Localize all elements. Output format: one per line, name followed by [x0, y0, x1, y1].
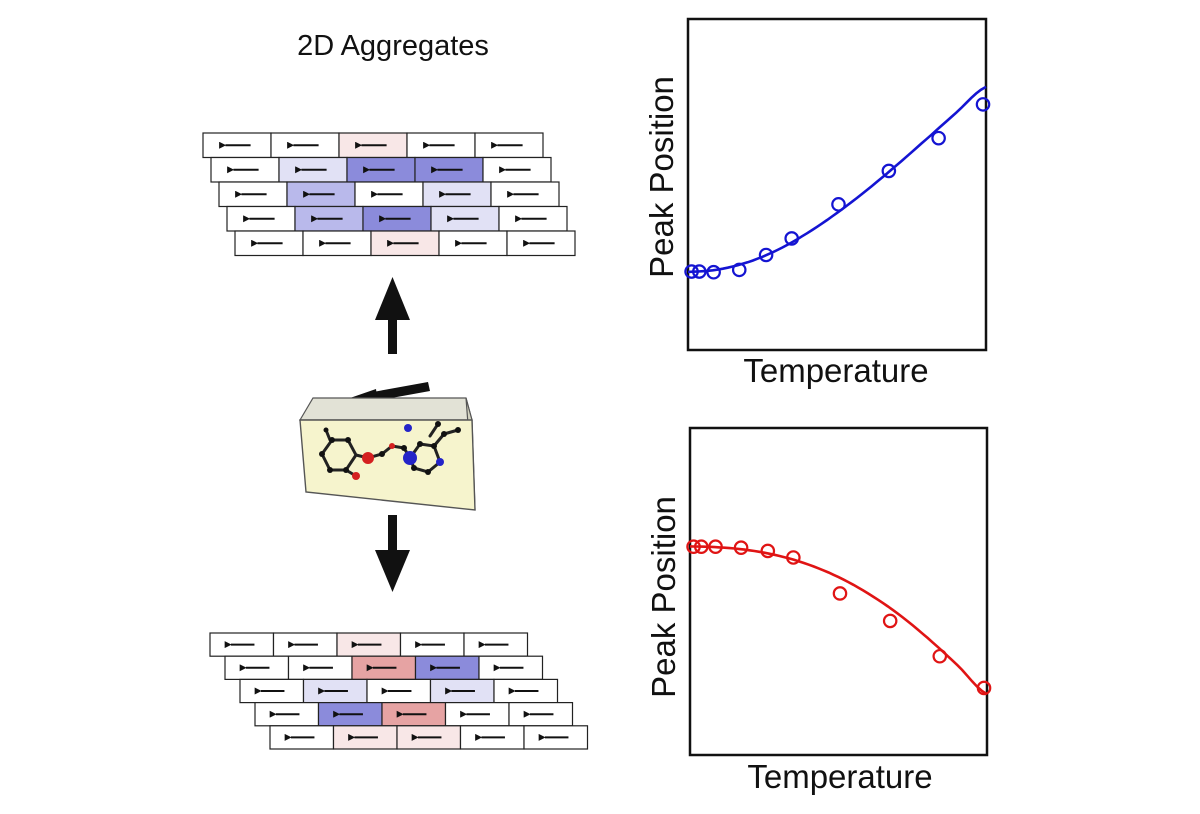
- aggregate-top-cell: [482, 156, 552, 183]
- aggregate-bottom-cell: [414, 655, 480, 681]
- aggregate-bottom-cell: [332, 725, 398, 750]
- aggregate-top-cell: [354, 181, 424, 208]
- aggregate-bottom-cell: [269, 725, 335, 750]
- aggregate-bottom-cell: [239, 678, 305, 704]
- aggregate-top-cell: [218, 181, 288, 208]
- plot-top-xlabel: Temperature: [743, 352, 928, 389]
- aggregate-bottom-cell: [493, 678, 559, 704]
- plot-bottom-fit-line: [689, 545, 988, 696]
- aggregate-bottom-cell: [272, 632, 338, 657]
- plot-top-data-point: [784, 231, 800, 246]
- aggregate-top-cell: [202, 132, 272, 159]
- aggregate-bottom-cell: [317, 701, 383, 727]
- plot-top-data-point: [975, 97, 991, 112]
- aggregate-bottom-cell: [351, 655, 417, 681]
- molecule-atoms: [319, 421, 461, 480]
- aggregate-bottom-cell: [399, 632, 465, 657]
- aggregate-bottom-cell: [396, 725, 462, 750]
- aggregate-bottom-cell: [209, 632, 275, 657]
- plot-bottom-data-point: [708, 539, 723, 555]
- aggregate-top-grid: [202, 132, 576, 257]
- plot-top-data-point: [931, 130, 946, 146]
- plot-bottom-data-point: [976, 680, 992, 696]
- aggregate-top-cell: [490, 181, 560, 208]
- aggregate-top-cell: [210, 156, 280, 183]
- aggregate-bottom-grid: [209, 632, 589, 750]
- aggregate-top-cell: [234, 230, 304, 257]
- aggregate-top-cell: [370, 230, 440, 257]
- aggregate-top-cell: [294, 205, 364, 232]
- aggregate-top-cell: [338, 132, 408, 159]
- plot-bottom-data-point: [760, 543, 776, 559]
- aggregate-bottom-cell: [508, 701, 574, 727]
- plot-bottom-data-point: [693, 539, 709, 555]
- down-arrow-icon: [375, 515, 410, 592]
- aggregate-bottom-cell: [336, 632, 402, 657]
- aggregate-bottom-cell: [459, 725, 525, 750]
- aggregate-bottom-cell: [429, 678, 495, 704]
- aggregate-bottom-cell: [224, 655, 290, 681]
- aggregate-top-cell: [474, 132, 544, 159]
- plot-bottom: Temperature Peak Position: [645, 426, 992, 795]
- aggregate-bottom-cell: [287, 655, 353, 681]
- aggregate-bottom-cell: [523, 725, 589, 750]
- aggregate-top-cell: [406, 132, 476, 159]
- aggregate-bottom-cell: [366, 678, 432, 704]
- plot-top: Temperature Peak Position: [643, 17, 991, 389]
- plot-top-fit-line: [687, 85, 987, 274]
- aggregate-top-cell: [362, 205, 432, 232]
- plot-top-data-point: [692, 264, 707, 279]
- plot-bottom-ylabel: Peak Position: [645, 496, 682, 698]
- up-arrow-icon: [375, 277, 410, 354]
- plot-bottom-data-point: [882, 613, 898, 629]
- plot-top-data-point: [831, 197, 846, 212]
- aggregate-bottom-cell: [444, 701, 510, 727]
- aggregate-top-cell: [422, 181, 492, 208]
- plot-top-frame: [686, 17, 988, 352]
- aggregates-title: 2D Aggregates: [297, 30, 489, 62]
- plot-top-ylabel: Peak Position: [643, 76, 680, 278]
- aggregate-bottom-cell: [478, 655, 544, 681]
- plot-top-data-point: [706, 264, 721, 280]
- plot-bottom-data-point: [733, 540, 749, 555]
- plot-bottom-xlabel: Temperature: [747, 758, 932, 795]
- plot-bottom-data-point: [786, 550, 801, 565]
- aggregate-top-cell: [438, 230, 508, 257]
- plot-top-data-point: [731, 262, 747, 278]
- aggregate-top-cell: [414, 156, 484, 183]
- plot-bottom-data-point: [832, 586, 848, 601]
- plot-top-data-point: [881, 163, 897, 179]
- plot-top-data-point: [758, 247, 774, 263]
- aggregate-bottom-cell: [302, 678, 368, 704]
- plot-bottom-data-point: [932, 648, 948, 664]
- aggregate-bottom-cell: [254, 701, 320, 727]
- aggregate-bottom-cell: [381, 701, 447, 727]
- plot-top-data-point: [684, 264, 699, 279]
- aggregate-top-cell: [302, 230, 372, 257]
- aggregate-top-cell: [270, 132, 340, 159]
- aggregate-top-cell: [506, 230, 576, 257]
- molecule-box: [298, 382, 476, 511]
- plot-bottom-data-point: [686, 539, 701, 555]
- aggregate-top-cell: [286, 181, 356, 208]
- aggregate-bottom-cell: [463, 632, 529, 657]
- aggregate-top-cell: [430, 205, 500, 232]
- aggregate-top-cell: [498, 205, 568, 232]
- plot-bottom-frame: [688, 426, 989, 757]
- aggregate-top-cell: [226, 205, 296, 232]
- aggregate-top-cell: [346, 156, 416, 183]
- aggregate-top-cell: [278, 156, 348, 183]
